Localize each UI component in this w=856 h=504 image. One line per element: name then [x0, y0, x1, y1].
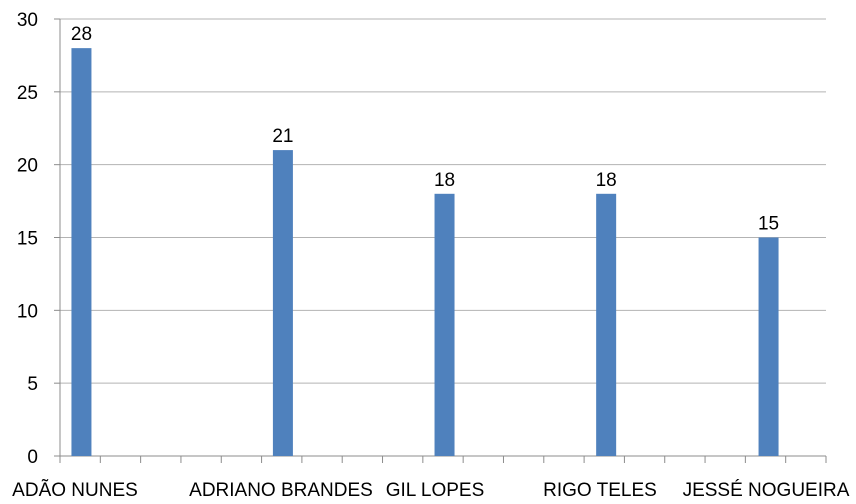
x-category-label: GIL LOPES	[386, 480, 485, 501]
bar	[71, 48, 92, 457]
bar	[272, 150, 293, 456]
y-axis: 0 5 10 15 20 25 30	[17, 10, 61, 468]
x-category-label: JESSÉ NOGUEIRA	[683, 480, 850, 501]
bars	[71, 48, 779, 457]
data-labels: 28 21 18 18 15	[71, 24, 779, 234]
y-tick-label: 15	[17, 229, 38, 250]
y-tick-label: 20	[17, 156, 38, 177]
bar-value-label: 18	[434, 170, 455, 191]
y-tick-label: 30	[17, 10, 38, 31]
y-tick-label: 0	[27, 447, 38, 468]
x-category-label: RIGO TELES	[543, 480, 657, 501]
x-axis: ADÃO NUNES ADRIANO BRANDES GIL LOPES RIGO T…	[12, 455, 850, 501]
bar	[758, 237, 779, 456]
bar-value-label: 28	[71, 24, 92, 45]
bar-value-label: 18	[596, 170, 617, 191]
y-tick-label: 10	[17, 301, 38, 322]
y-tick-label: 25	[17, 83, 38, 104]
bar	[434, 193, 455, 457]
bar-value-label: 15	[758, 214, 779, 235]
y-tick-label: 5	[27, 374, 38, 395]
x-category-label: ADRIANO BRANDES	[189, 480, 373, 501]
x-category-label: ADÃO NUNES	[12, 479, 138, 501]
bar	[596, 193, 617, 457]
bar-value-label: 21	[272, 126, 293, 147]
